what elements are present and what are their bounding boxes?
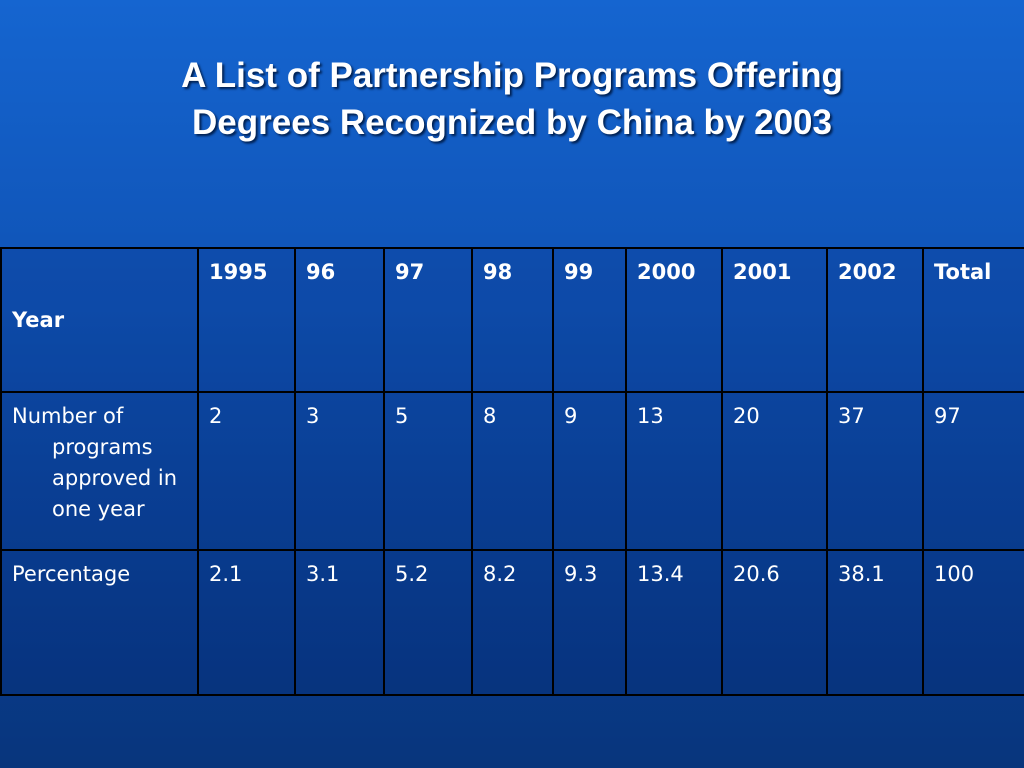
table-cell: 8	[471, 391, 554, 551]
table-cell: 13	[625, 391, 723, 551]
data-table: Year 1995 96 97 98 99 2000 2001 2002 Total Number…	[0, 247, 1024, 696]
table-row: Percentage 2.1 3.1 5.2 8.2 9.3 13.4 20.6 38.1 100	[0, 549, 1024, 696]
row-label: Percentage	[0, 549, 199, 696]
table-cell: 38.1	[826, 549, 924, 696]
column-header: 2001	[721, 247, 828, 393]
column-header: 99	[552, 247, 627, 393]
table-cell: 3	[294, 391, 385, 551]
column-header: Total	[922, 247, 1024, 393]
header-row: Year 1995 96 97 98 99 2000 2001 2002 Total	[0, 247, 1024, 393]
table-header: Year 1995 96 97 98 99 2000 2001 2002 Total	[0, 247, 1024, 393]
column-header: Year	[0, 247, 199, 393]
slide-title: A List of Partnership Programs Offering …	[0, 52, 1024, 146]
table-cell: 20.6	[721, 549, 828, 696]
column-header: 2000	[625, 247, 723, 393]
table-cell: 5	[383, 391, 473, 551]
table-cell: 37	[826, 391, 924, 551]
row-label: Number of programs approved in one year	[0, 391, 199, 551]
table-cell: 9	[552, 391, 627, 551]
column-header: 1995	[197, 247, 296, 393]
table-cell: 13.4	[625, 549, 723, 696]
table-body: Number of programs approved in one year 2…	[0, 391, 1024, 696]
column-header: 98	[471, 247, 554, 393]
table-cell: 5.2	[383, 549, 473, 696]
table-cell: 9.3	[552, 549, 627, 696]
title-line: Degrees Recognized by China by 2003	[192, 103, 832, 142]
table-cell: 8.2	[471, 549, 554, 696]
column-header: 2002	[826, 247, 924, 393]
table-cell: 2.1	[197, 549, 296, 696]
table-cell: 2	[197, 391, 296, 551]
table-cell: 97	[922, 391, 1024, 551]
table-cell: 3.1	[294, 549, 385, 696]
column-header: 97	[383, 247, 473, 393]
title-line: A List of Partnership Programs Offering	[181, 56, 843, 95]
table-cell: 100	[922, 549, 1024, 696]
column-header: 96	[294, 247, 385, 393]
table-cell: 20	[721, 391, 828, 551]
table-row: Number of programs approved in one year 2…	[0, 391, 1024, 551]
